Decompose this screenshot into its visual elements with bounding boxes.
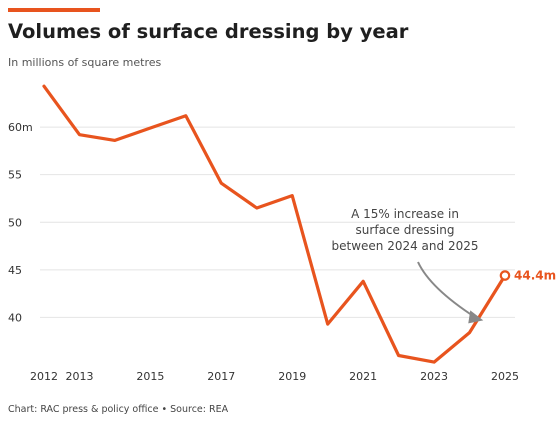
x-tick-label: 2013 [65,370,93,383]
series-line [42,84,507,364]
x-tick-label: 2019 [278,370,306,383]
annotation-text-line: surface dressing [356,223,455,237]
annotation-text-line: A 15% increase in [351,207,459,221]
accent-bar [8,8,100,12]
x-axis-tick-labels: 2012 2013 2015 2017 2019 2021 2023 2025 [30,370,519,383]
y-tick-label: 45 [8,264,22,277]
y-axis-tick-labels: 40 45 50 55 60m [8,121,33,324]
y-tick-label: 40 [8,311,22,324]
annotations: 44.4m A 15% increase in surface dressing be… [332,207,556,324]
annotation-arrow [417,261,476,319]
y-tick-label: 55 [8,169,22,182]
x-tick-label: 2021 [349,370,377,383]
end-point-marker [499,270,511,281]
chart-source-note: Chart: RAC press & policy office • Sourc… [8,404,229,415]
y-tick-label: 60m [8,121,33,134]
x-tick-label: 2015 [136,370,164,383]
x-tick-label: 2023 [420,370,448,383]
chart-subtitle: In millions of square metres [8,56,162,69]
annotation-arrowhead [468,310,484,324]
x-tick-label: 2017 [207,370,235,383]
chart-title: Volumes of surface dressing by year [8,20,409,43]
x-tick-label: 2012 [30,370,58,383]
y-tick-label: 50 [8,216,22,229]
annotation-text-line: between 2024 and 2025 [332,239,479,253]
grid-lines [40,126,515,318]
x-tick-label: 2025 [491,370,519,383]
series-layer [42,84,511,364]
end-value-label: 44.4m [514,269,556,283]
